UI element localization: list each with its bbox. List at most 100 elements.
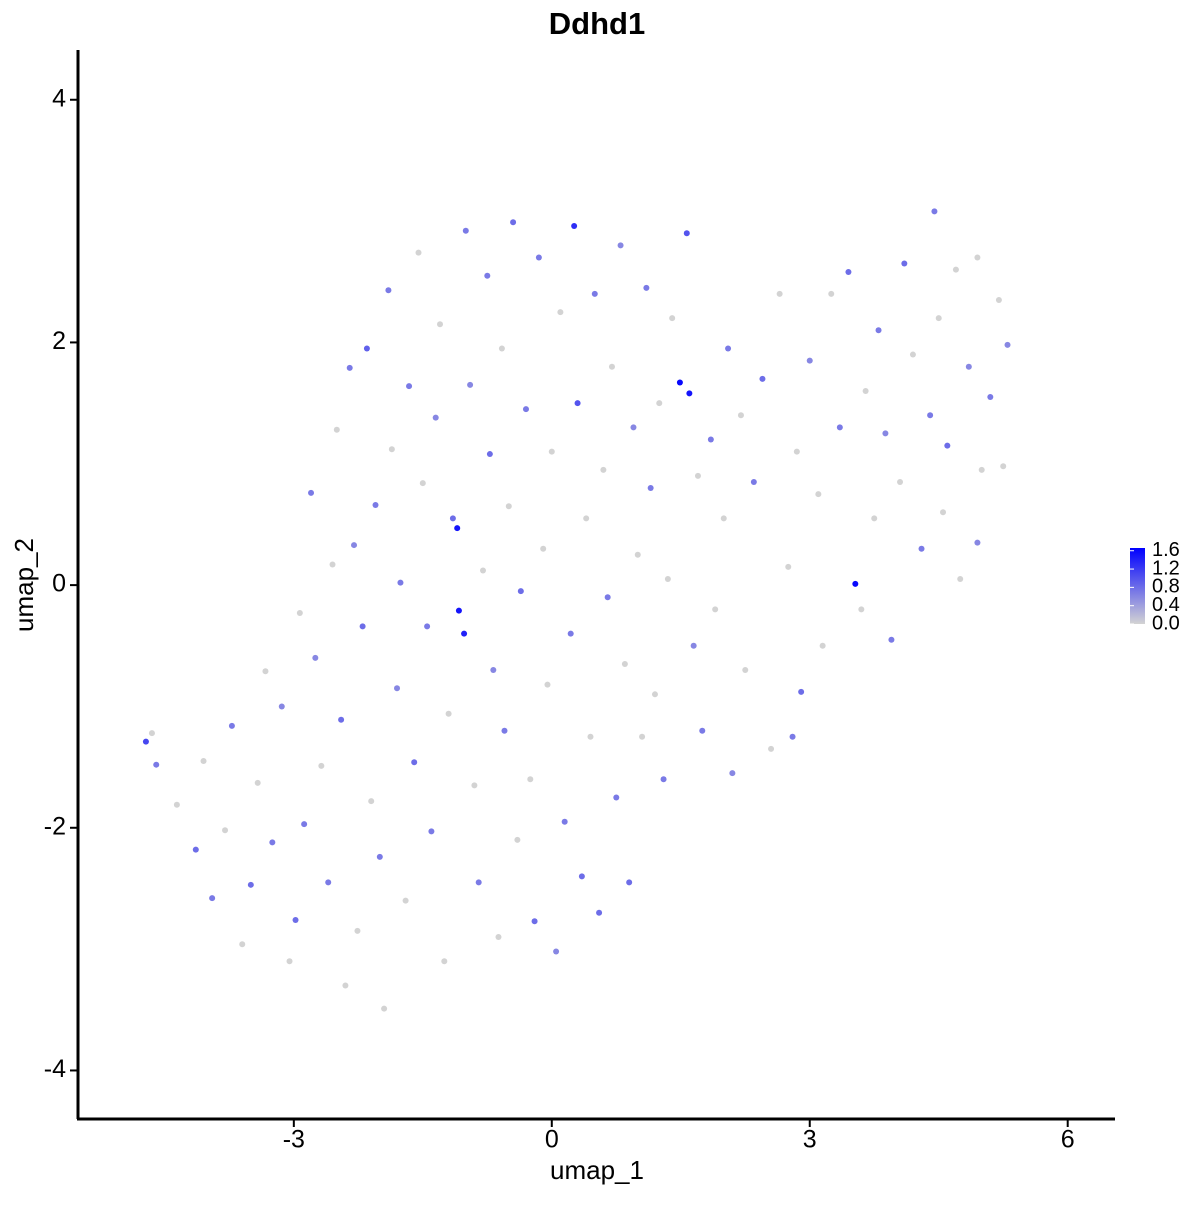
point: [978, 466, 985, 473]
point: [931, 208, 938, 215]
x-tick-label: 6: [1061, 1126, 1075, 1154]
point: [828, 290, 835, 297]
point: [228, 722, 235, 729]
point: [750, 478, 757, 485]
point: [338, 716, 345, 723]
point: [793, 448, 800, 455]
point: [544, 681, 551, 688]
point: [1000, 463, 1007, 470]
point: [737, 412, 744, 419]
point: [308, 489, 315, 496]
y-tick-label: -2: [44, 812, 66, 840]
point: [354, 927, 361, 934]
point: [729, 770, 736, 777]
point: [484, 272, 491, 279]
point: [862, 387, 869, 394]
point: [587, 733, 594, 740]
point: [239, 941, 246, 948]
point: [940, 509, 947, 516]
point: [952, 266, 959, 273]
point: [432, 414, 439, 421]
point: [325, 879, 332, 886]
point: [699, 727, 706, 734]
point: [495, 933, 502, 940]
point: [415, 249, 422, 256]
point: [987, 394, 994, 401]
point: [909, 351, 916, 358]
y-tick-label: 0: [52, 570, 66, 598]
point: [712, 606, 719, 613]
point: [471, 782, 478, 789]
point: [553, 948, 560, 955]
point: [359, 623, 366, 630]
point: [578, 873, 585, 880]
point: [148, 730, 155, 737]
point: [342, 982, 349, 989]
point: [548, 448, 555, 455]
point: [510, 219, 517, 226]
point: [222, 827, 229, 834]
point: [346, 364, 353, 371]
point: [286, 958, 293, 965]
point: [742, 667, 749, 674]
point: [647, 485, 654, 492]
point: [789, 733, 796, 740]
point: [596, 909, 603, 916]
point: [406, 383, 413, 390]
y-tick-label: 2: [52, 327, 66, 355]
point: [200, 758, 207, 765]
point: [428, 828, 435, 835]
chart-title: Ddhd1: [549, 6, 645, 41]
point: [376, 853, 383, 860]
point: [368, 798, 375, 805]
point: [486, 451, 493, 458]
point: [651, 691, 658, 698]
point: [411, 759, 418, 766]
point: [852, 580, 859, 587]
point: [278, 703, 285, 710]
point: [621, 660, 628, 667]
point: [531, 918, 538, 925]
point: [397, 579, 404, 586]
point: [490, 667, 497, 674]
point: [785, 563, 792, 570]
point: [437, 321, 444, 328]
y-tick-label: 4: [52, 84, 66, 112]
point: [333, 426, 340, 433]
point: [449, 515, 456, 522]
point: [318, 762, 325, 769]
point: [639, 733, 646, 740]
point: [836, 424, 843, 431]
point: [690, 642, 697, 649]
point: [676, 379, 683, 386]
point: [897, 478, 904, 485]
point: [694, 472, 701, 479]
point: [527, 776, 534, 783]
point: [522, 406, 529, 413]
point: [269, 839, 276, 846]
point: [441, 958, 448, 965]
point: [634, 551, 641, 558]
point: [467, 381, 474, 388]
point: [454, 525, 461, 532]
point: [604, 594, 611, 601]
point: [501, 727, 508, 734]
y-axis-label: umap_2: [9, 538, 39, 632]
point: [394, 685, 401, 692]
point: [630, 424, 637, 431]
point: [301, 821, 308, 828]
point: [153, 761, 160, 768]
point: [514, 836, 521, 843]
point: [720, 515, 727, 522]
point: [424, 623, 431, 630]
point: [888, 636, 895, 643]
point: [656, 400, 663, 407]
point: [995, 296, 1002, 303]
point: [858, 606, 865, 613]
point: [247, 881, 254, 888]
point: [600, 466, 607, 473]
point: [669, 315, 676, 322]
point: [845, 269, 852, 276]
point: [583, 515, 590, 522]
point: [819, 642, 826, 649]
